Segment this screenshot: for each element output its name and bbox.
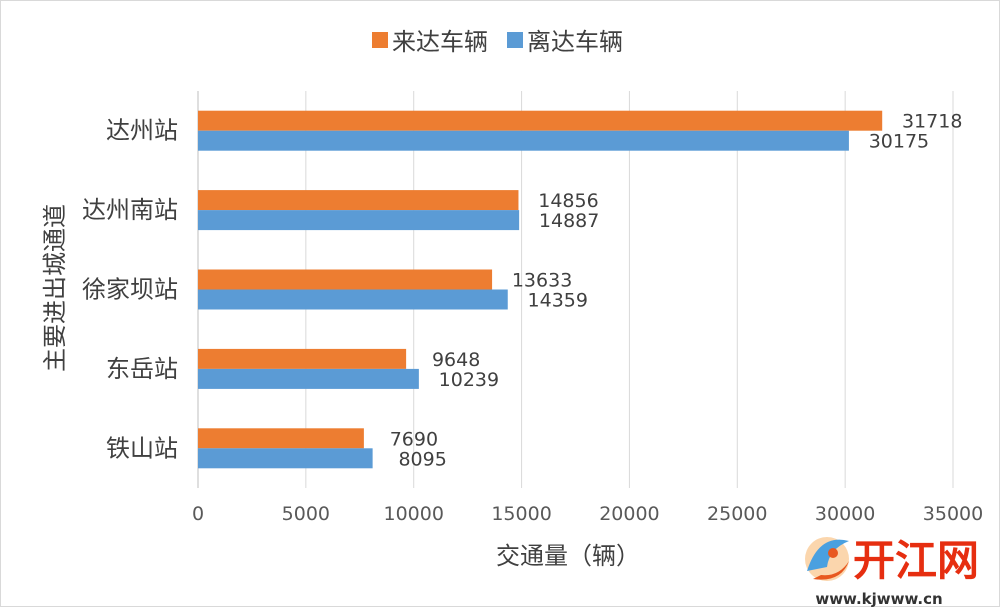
- category-label: 徐家坝站: [82, 276, 178, 304]
- category-label: 东岳站: [106, 355, 178, 383]
- x-tick-labels: 0 5000 10000 15000 20000 25000 30000 35000: [192, 503, 983, 525]
- category-label: 达州站: [106, 117, 178, 145]
- x-tick-label: 10000: [383, 503, 443, 525]
- x-tick-label: 0: [192, 503, 204, 525]
- bar-series-1: [198, 428, 364, 449]
- x-tick-label: 30000: [815, 503, 875, 525]
- x-tick-label: 25000: [707, 503, 767, 525]
- data-label: 30175: [869, 131, 929, 153]
- data-label: 14856: [538, 190, 598, 212]
- bar-series-2: [198, 210, 520, 231]
- bar-series-2: [198, 130, 849, 151]
- x-tick-label: 20000: [599, 503, 659, 525]
- bars: [198, 110, 883, 469]
- data-label: 14887: [539, 210, 599, 232]
- category-label: 铁山站: [106, 434, 178, 462]
- legend-label-series-2: 离达车辆: [527, 28, 623, 56]
- x-tick-label: 5000: [282, 503, 330, 525]
- swirl-logo-icon: [805, 537, 849, 581]
- category-label: 达州南站: [82, 196, 178, 224]
- watermark-url: www.kjwww.cn: [815, 590, 942, 608]
- data-label: 9648: [432, 349, 480, 371]
- bar-series-1: [198, 110, 883, 131]
- legend-swatch-series-1: [372, 32, 388, 48]
- x-tick-label: 35000: [923, 503, 983, 525]
- x-axis-title: 交通量（辆）: [496, 542, 640, 570]
- watermark-logo-text: 开江网: [853, 536, 979, 585]
- data-label: 14359: [528, 290, 588, 312]
- bar-series-1: [198, 190, 519, 211]
- bar-series-2: [198, 448, 373, 469]
- chart-legend: 来达车辆 离达车辆: [372, 28, 623, 56]
- data-label: 7690: [390, 428, 438, 450]
- legend-label-series-1: 来达车辆: [392, 28, 488, 56]
- x-tick-label: 15000: [491, 503, 551, 525]
- bar-series-2: [198, 289, 508, 310]
- watermark-logo: 开江网 www.kjwww.cn: [805, 536, 979, 608]
- data-label: 31718: [902, 111, 962, 133]
- y-axis-title: 主要进出城通道: [41, 204, 69, 372]
- data-label: 8095: [398, 448, 446, 470]
- bar-series-1: [198, 348, 407, 369]
- data-label: 13633: [512, 270, 572, 292]
- bar-series-1: [198, 269, 493, 290]
- data-label: 10239: [439, 369, 499, 391]
- bar-series-2: [198, 368, 419, 389]
- legend-swatch-series-2: [507, 32, 523, 48]
